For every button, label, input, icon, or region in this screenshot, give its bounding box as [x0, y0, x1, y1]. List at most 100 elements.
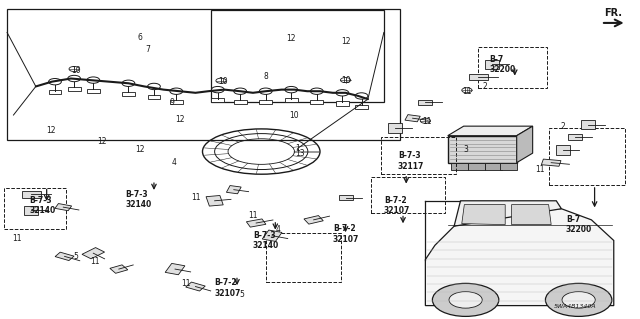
Bar [541, 159, 561, 166]
Bar [548, 128, 625, 185]
Bar [122, 92, 135, 96]
Bar [285, 98, 298, 102]
Bar [68, 87, 81, 91]
Text: 12: 12 [135, 145, 145, 154]
Bar [485, 163, 502, 170]
Text: 13: 13 [295, 149, 305, 158]
Text: FR.: FR. [604, 8, 622, 19]
Bar [246, 219, 266, 227]
Text: B-7-3
32117: B-7-3 32117 [398, 152, 424, 171]
Bar [478, 47, 547, 88]
Bar [336, 101, 349, 106]
Bar [82, 248, 104, 259]
Bar [581, 120, 595, 129]
Bar [186, 282, 205, 291]
Text: 12: 12 [175, 115, 184, 124]
Text: 11: 11 [181, 279, 191, 288]
Text: 4: 4 [276, 225, 281, 234]
Text: 11: 11 [90, 257, 100, 266]
Bar [451, 163, 467, 170]
Bar [355, 105, 368, 109]
Circle shape [545, 283, 612, 316]
Text: 12: 12 [340, 38, 350, 47]
Text: 11: 11 [422, 117, 432, 126]
Text: B-7
32200: B-7 32200 [489, 55, 515, 74]
Bar [170, 100, 182, 104]
Circle shape [449, 292, 482, 308]
Bar [259, 100, 272, 104]
Text: B-7-3
32140: B-7-3 32140 [29, 196, 56, 215]
Text: 11: 11 [248, 211, 258, 219]
Bar [339, 195, 353, 200]
Text: 7: 7 [145, 45, 150, 55]
Text: 11: 11 [462, 87, 472, 96]
Polygon shape [511, 204, 551, 225]
Bar [227, 186, 241, 194]
Bar [49, 90, 61, 94]
Bar [148, 95, 161, 99]
Text: B-7
32200: B-7 32200 [566, 215, 592, 234]
Text: 10: 10 [290, 111, 300, 120]
Bar [55, 204, 72, 211]
Text: 12: 12 [45, 126, 55, 135]
Bar [304, 216, 323, 224]
Bar [266, 233, 341, 282]
Text: 11: 11 [536, 165, 545, 174]
Bar [405, 115, 420, 122]
Bar [448, 136, 516, 163]
Bar [211, 10, 384, 102]
Text: 4: 4 [172, 158, 177, 167]
Bar [485, 60, 499, 69]
Bar [371, 177, 445, 213]
Bar [262, 230, 282, 241]
Bar [110, 265, 128, 273]
Text: 10: 10 [340, 76, 350, 85]
Bar [4, 188, 67, 229]
Polygon shape [426, 209, 614, 306]
Bar [468, 163, 484, 170]
Polygon shape [462, 204, 505, 225]
Text: 11: 11 [12, 234, 21, 243]
Text: 2: 2 [483, 82, 487, 91]
Bar [211, 98, 224, 102]
Text: B-7-2
32107: B-7-2 32107 [333, 225, 359, 244]
Bar [381, 137, 456, 174]
Bar [468, 74, 488, 80]
Bar [500, 163, 516, 170]
Text: 8: 8 [263, 72, 268, 81]
Text: B-7-2
32107: B-7-2 32107 [384, 196, 410, 215]
Text: 9: 9 [170, 98, 174, 107]
Text: B-7-3
32140: B-7-3 32140 [125, 189, 152, 209]
Polygon shape [454, 201, 561, 226]
Text: B-7-2
32107: B-7-2 32107 [214, 278, 241, 298]
Bar [234, 100, 246, 104]
Text: 6: 6 [138, 33, 142, 42]
Text: 2: 2 [560, 122, 565, 131]
Polygon shape [516, 126, 532, 163]
Text: 5WA4B1340A: 5WA4B1340A [554, 304, 596, 309]
Bar [7, 9, 400, 140]
Text: 12: 12 [97, 137, 106, 145]
Text: 5: 5 [239, 290, 244, 299]
Bar [388, 123, 403, 132]
Text: 12: 12 [287, 34, 296, 43]
Polygon shape [448, 126, 532, 136]
Bar [24, 206, 38, 215]
Bar [556, 145, 570, 155]
Bar [568, 134, 582, 140]
Text: 1: 1 [295, 144, 300, 153]
Text: 10: 10 [218, 77, 228, 86]
Bar [22, 191, 41, 197]
Bar [55, 252, 74, 261]
Bar [310, 100, 323, 104]
Bar [87, 89, 100, 93]
Text: 11: 11 [191, 193, 200, 202]
Text: 10: 10 [71, 66, 81, 75]
Bar [419, 100, 433, 105]
Text: 3: 3 [463, 145, 468, 154]
Circle shape [562, 292, 595, 308]
Bar [165, 263, 185, 275]
Text: 5: 5 [74, 252, 79, 261]
Bar [206, 196, 223, 206]
Circle shape [433, 283, 499, 316]
